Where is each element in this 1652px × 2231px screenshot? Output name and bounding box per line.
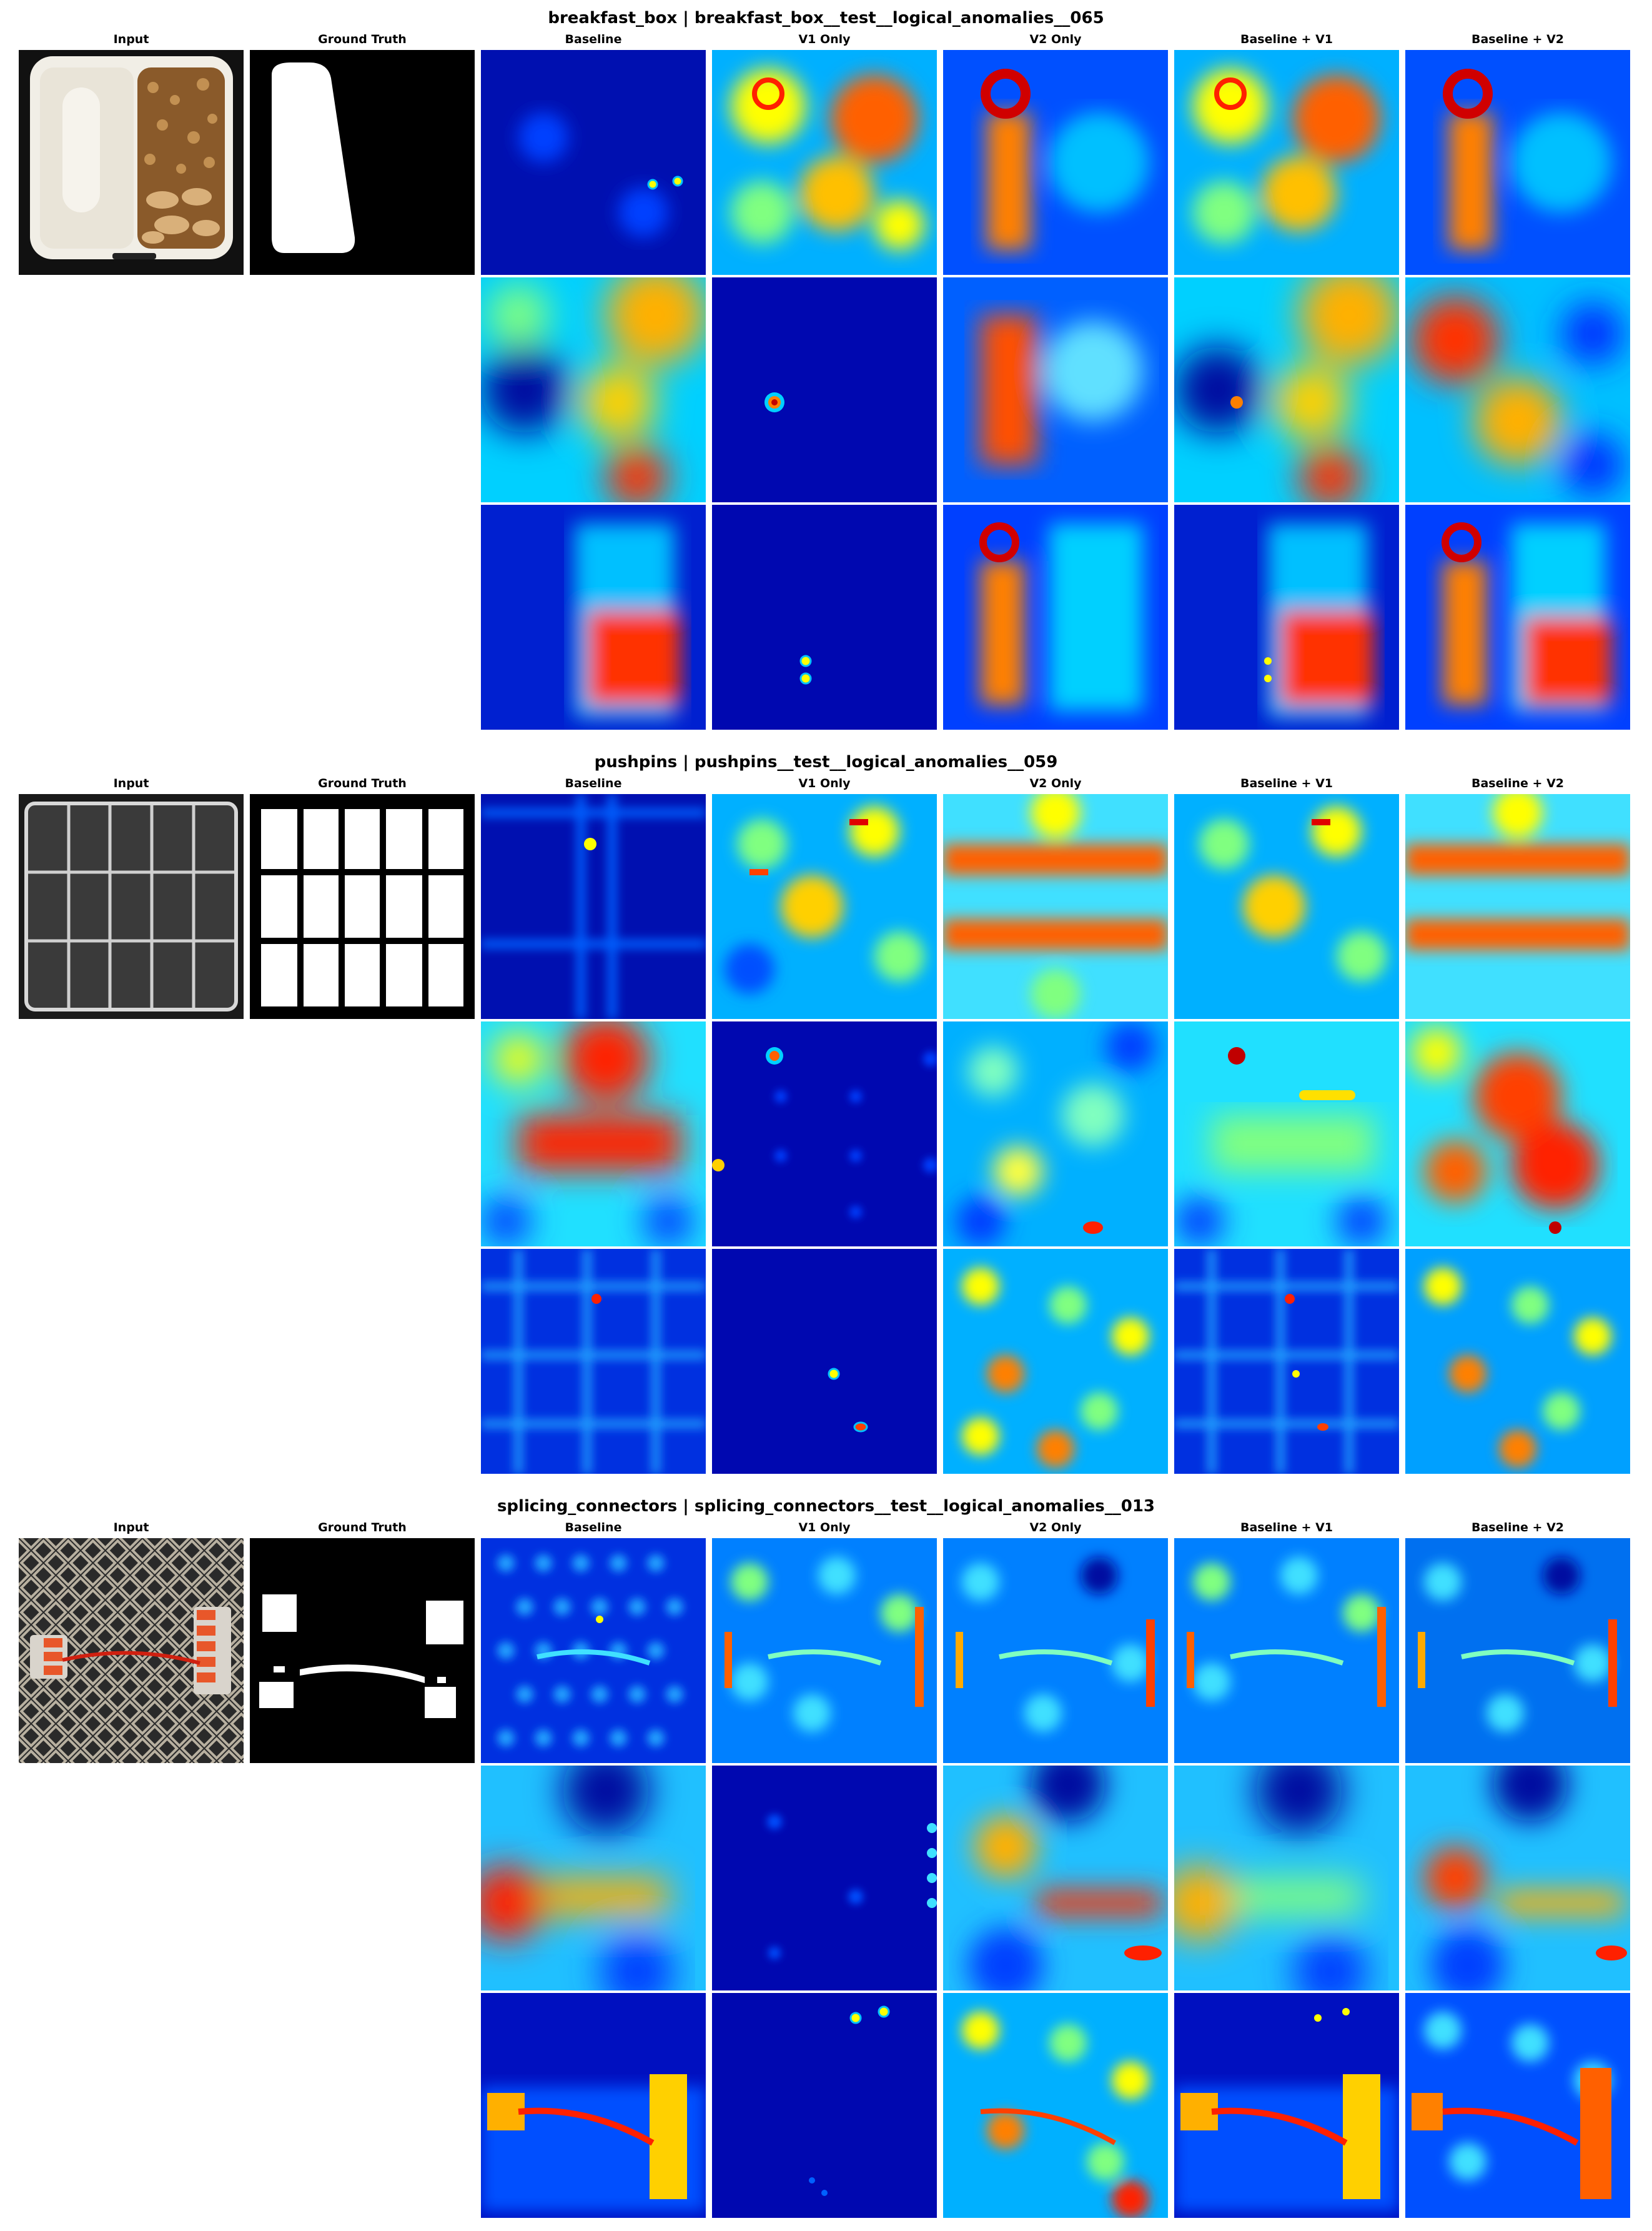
ground-truth-mask — [250, 794, 475, 1019]
heatmap — [1405, 505, 1630, 730]
block-title: pushpins | pushpins__test__logical_anoma… — [594, 753, 1058, 772]
heatmap — [1174, 277, 1399, 502]
heatmap — [1405, 1538, 1630, 1763]
heatmap — [712, 277, 937, 502]
col-label-v1-only: V1 Only — [798, 777, 851, 790]
heatmap — [481, 1538, 706, 1763]
heatmap — [712, 1766, 937, 1990]
col-label-input: Input — [113, 32, 149, 46]
heatmap — [943, 1021, 1168, 1246]
heatmap — [943, 1766, 1168, 1990]
heatmap — [712, 1538, 937, 1763]
ground-truth-mask — [250, 50, 475, 275]
heatmap — [481, 1993, 706, 2218]
heatmap — [1405, 1021, 1630, 1246]
col-label-ground-truth: Ground Truth — [318, 777, 407, 790]
col-label-v1-only: V1 Only — [798, 1521, 851, 1534]
heatmap — [481, 1249, 706, 1474]
col-label-v2-only: V2 Only — [1029, 777, 1082, 790]
col-label-input: Input — [113, 1521, 149, 1534]
heatmap — [943, 794, 1168, 1019]
heatmap — [712, 1249, 937, 1474]
col-label-baseline-v1: Baseline + V1 — [1240, 32, 1333, 46]
heatmap — [943, 50, 1168, 275]
col-label-baseline-v2: Baseline + V2 — [1471, 1521, 1564, 1534]
input-image — [19, 1538, 244, 1763]
heatmap — [943, 1249, 1168, 1474]
heatmap — [481, 277, 706, 502]
col-label-v1-only: V1 Only — [798, 32, 851, 46]
heatmap — [1405, 1993, 1630, 2218]
col-label-baseline: Baseline — [565, 1521, 622, 1534]
col-label-baseline-v2: Baseline + V2 — [1471, 777, 1564, 790]
heatmap — [1174, 1249, 1399, 1474]
heatmap — [481, 794, 706, 1019]
col-label-baseline-v2: Baseline + V2 — [1471, 32, 1564, 46]
col-label-baseline-v1: Baseline + V1 — [1240, 1521, 1333, 1534]
heatmap — [1174, 1021, 1399, 1246]
block-title: splicing_connectors | splicing_connector… — [497, 1497, 1155, 1516]
heatmap — [481, 505, 706, 730]
heatmap — [481, 1021, 706, 1246]
col-label-input: Input — [113, 777, 149, 790]
heatmap — [943, 1993, 1168, 2218]
heatmap — [1174, 505, 1399, 730]
heatmap — [1405, 794, 1630, 1019]
heatmap — [943, 505, 1168, 730]
heatmap — [1405, 50, 1630, 275]
heatmap — [1174, 50, 1399, 275]
heatmap — [1405, 1249, 1630, 1474]
heatmap — [1174, 1766, 1399, 1990]
col-label-v2-only: V2 Only — [1029, 1521, 1082, 1534]
heatmap — [1405, 1766, 1630, 1990]
heatmap — [481, 50, 706, 275]
heatmap — [1174, 1538, 1399, 1763]
col-label-ground-truth: Ground Truth — [318, 32, 407, 46]
heatmap — [712, 505, 937, 730]
input-image — [19, 794, 244, 1019]
input-image — [19, 50, 244, 275]
col-label-baseline: Baseline — [565, 32, 622, 46]
heatmap — [1174, 794, 1399, 1019]
heatmap — [943, 1538, 1168, 1763]
col-label-v2-only: V2 Only — [1029, 32, 1082, 46]
heatmap — [481, 1766, 706, 1990]
ground-truth-mask — [250, 1538, 475, 1763]
heatmap — [712, 50, 937, 275]
heatmap — [712, 794, 937, 1019]
heatmap — [712, 1993, 937, 2218]
col-label-baseline: Baseline — [565, 777, 622, 790]
block-title: breakfast_box | breakfast_box__test__log… — [548, 9, 1104, 27]
heatmap — [1405, 277, 1630, 502]
heatmap — [1174, 1993, 1399, 2218]
heatmap — [712, 1021, 937, 1246]
col-label-ground-truth: Ground Truth — [318, 1521, 407, 1534]
col-label-baseline-v1: Baseline + V1 — [1240, 777, 1333, 790]
heatmap — [943, 277, 1168, 502]
